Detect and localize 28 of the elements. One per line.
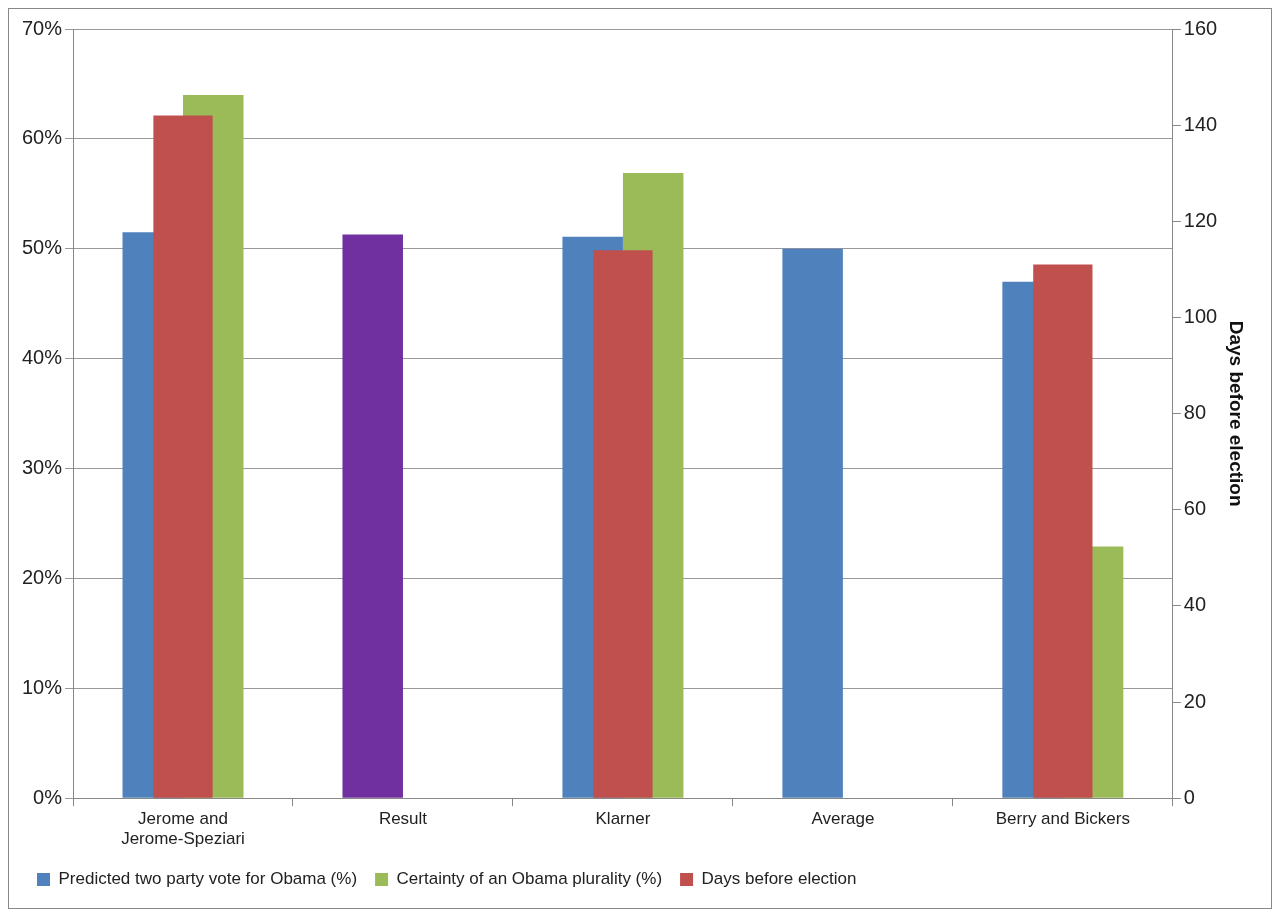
y2-axis-title: Days before election [1226, 320, 1248, 507]
y-tick-label: 0% [33, 785, 63, 808]
y-tick-label: 10% [22, 675, 63, 698]
x-tick-label: Average [811, 809, 875, 829]
y2-tick-label: 80 [1183, 401, 1207, 424]
y-tick-label: 20% [22, 565, 63, 588]
y2-tick-label: 0 [1183, 785, 1195, 808]
y2-tick-label: 100 [1183, 304, 1218, 327]
legend-label: Days before election [701, 869, 857, 889]
y2-tick-label: 160 [1183, 16, 1218, 39]
x-tick-label: Jerome and Jerome-Speziari [121, 809, 245, 849]
legend-label: Predicted two party vote for Obama (%) [58, 869, 358, 889]
x-tick-label: Klarner [595, 809, 651, 829]
y2-tick-label: 140 [1183, 112, 1218, 135]
y-tick-label: 60% [22, 126, 63, 149]
y-tick-label: 30% [22, 456, 63, 479]
y2-tick-label: 20 [1183, 689, 1207, 712]
x-tick-label: Result [378, 809, 428, 829]
x-tick-label: Berry and Bickers [995, 809, 1130, 829]
bar [782, 248, 843, 798]
y2-tick-label: 120 [1183, 208, 1218, 231]
bar [342, 234, 403, 798]
y2-tick-label: 40 [1183, 593, 1207, 616]
y-tick-label: 50% [22, 236, 63, 259]
legend-label: Certainty of an Obama plurality (%) [396, 869, 663, 889]
y-tick-label: 40% [22, 346, 63, 369]
y2-tick-label: 60 [1183, 497, 1207, 520]
y-tick-label: 70% [22, 16, 63, 39]
